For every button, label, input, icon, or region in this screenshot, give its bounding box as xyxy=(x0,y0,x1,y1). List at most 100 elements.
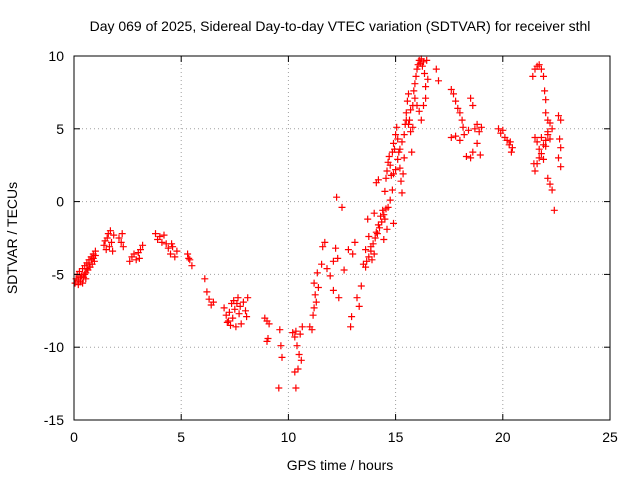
data-point xyxy=(452,97,460,105)
data-point xyxy=(383,167,391,175)
data-point xyxy=(450,90,457,98)
data-point xyxy=(329,286,337,294)
data-point xyxy=(244,294,252,302)
data-point xyxy=(400,131,408,139)
data-point xyxy=(362,246,370,254)
data-point xyxy=(333,193,341,201)
data-point xyxy=(418,62,426,70)
data-point xyxy=(382,205,390,213)
data-point xyxy=(298,323,306,331)
data-point xyxy=(82,275,90,283)
data-point xyxy=(344,246,352,254)
data-point xyxy=(235,310,243,318)
data-point xyxy=(132,256,140,264)
data-point xyxy=(540,72,547,80)
data-point xyxy=(407,106,415,114)
data-point xyxy=(380,211,388,219)
data-point xyxy=(393,123,401,131)
data-point xyxy=(403,97,411,105)
data-point xyxy=(167,250,174,258)
data-point xyxy=(91,252,99,259)
data-point xyxy=(232,323,240,331)
data-point xyxy=(377,212,385,220)
y-tick-label: 0 xyxy=(56,194,64,210)
data-point xyxy=(435,77,442,85)
data-point xyxy=(74,281,82,289)
data-point xyxy=(242,307,249,315)
data-point xyxy=(410,87,418,95)
data-point xyxy=(373,230,381,238)
data-point xyxy=(188,262,196,270)
data-point xyxy=(394,135,402,143)
data-point xyxy=(420,102,427,109)
data-point xyxy=(369,240,377,248)
data-point xyxy=(402,116,410,124)
data-point xyxy=(347,323,355,331)
data-point xyxy=(422,83,430,91)
data-point xyxy=(374,176,382,184)
data-point xyxy=(100,241,108,249)
y-tick-label: -10 xyxy=(44,339,64,355)
data-point xyxy=(289,329,297,337)
data-point xyxy=(265,320,273,328)
data-point xyxy=(292,327,300,335)
data-point xyxy=(557,144,565,152)
data-point xyxy=(409,123,417,131)
data-point xyxy=(392,166,400,174)
data-point xyxy=(535,154,543,162)
data-point xyxy=(415,107,423,115)
data-point xyxy=(537,65,545,73)
data-point xyxy=(168,240,176,248)
data-point xyxy=(542,142,550,150)
data-point xyxy=(220,304,228,312)
data-point xyxy=(115,234,123,242)
data-point xyxy=(277,342,285,350)
data-point xyxy=(118,230,126,238)
data-point xyxy=(465,126,472,134)
data-point xyxy=(394,155,402,163)
data-point xyxy=(295,351,303,358)
data-point xyxy=(507,148,515,156)
data-point xyxy=(544,128,552,136)
data-point xyxy=(109,247,117,255)
data-point xyxy=(473,120,481,128)
data-point xyxy=(367,247,375,255)
data-point xyxy=(103,234,111,242)
data-point xyxy=(293,342,301,350)
data-point xyxy=(546,180,554,188)
data-point xyxy=(326,272,334,280)
data-point xyxy=(412,72,420,80)
data-point xyxy=(236,302,244,310)
data-point xyxy=(386,196,394,204)
data-point xyxy=(239,298,247,306)
data-point xyxy=(535,145,543,153)
data-point xyxy=(365,233,373,240)
data-point xyxy=(454,104,462,112)
data-point xyxy=(79,279,87,287)
data-point xyxy=(405,90,412,98)
data-point xyxy=(390,219,397,227)
data-point xyxy=(365,253,373,261)
data-point xyxy=(546,119,554,127)
data-point xyxy=(508,144,516,152)
data-point xyxy=(529,72,537,80)
data-point xyxy=(276,326,284,334)
data-point xyxy=(119,243,127,251)
data-point xyxy=(291,333,299,341)
data-point xyxy=(379,206,387,214)
data-point xyxy=(506,138,514,146)
data-point xyxy=(388,186,396,194)
data-point xyxy=(340,266,348,274)
x-axis-label: GPS time / hours xyxy=(287,457,394,473)
data-point xyxy=(548,186,556,194)
data-point xyxy=(312,298,320,306)
data-point xyxy=(323,265,331,273)
data-point xyxy=(531,167,539,175)
data-point xyxy=(335,294,343,302)
data-point xyxy=(160,231,168,239)
data-point xyxy=(396,145,404,153)
data-point xyxy=(234,294,242,302)
data-point xyxy=(390,139,397,147)
data-point xyxy=(413,102,421,109)
